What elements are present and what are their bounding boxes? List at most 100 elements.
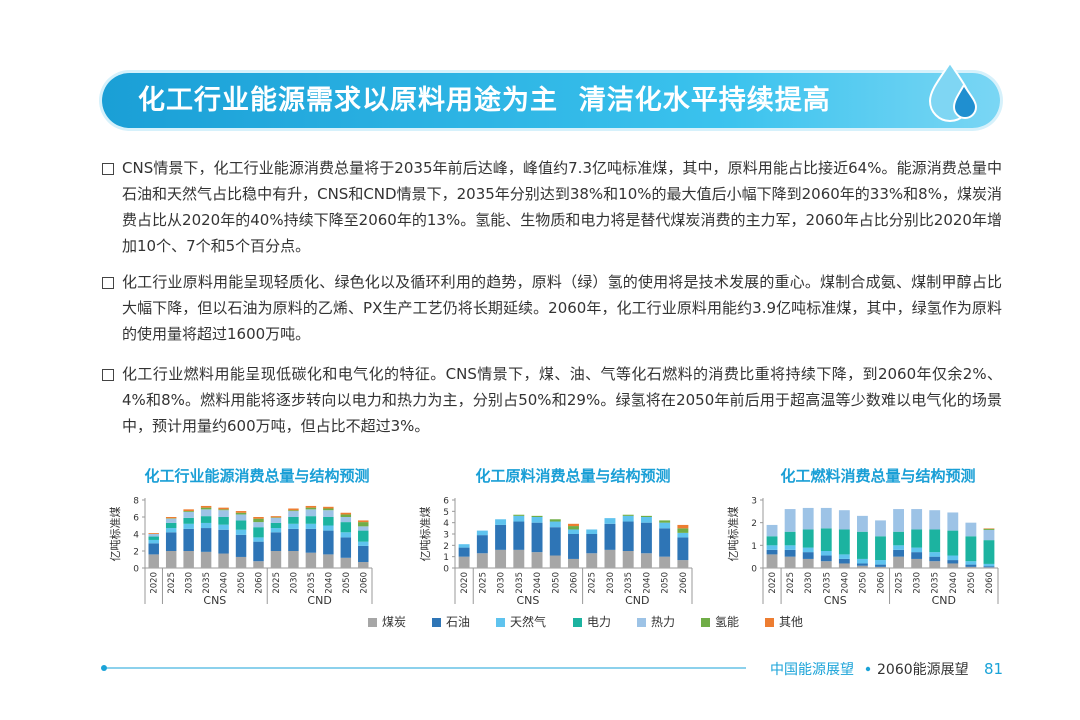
bar-segment	[911, 552, 923, 559]
bar-segment	[200, 509, 212, 517]
bar-segment	[911, 558, 923, 568]
bar-segment	[235, 520, 247, 530]
x-tick-label: 2040	[642, 572, 652, 594]
group-label: CNS	[824, 594, 847, 607]
legend-label: 天然气	[510, 614, 546, 629]
footer-left: 中国能源展望	[770, 662, 854, 678]
bar-segment	[253, 561, 264, 568]
bar-segment	[305, 507, 317, 510]
bar-segment	[513, 515, 525, 522]
x-tick-label: 2030	[913, 572, 923, 594]
page-number: 81	[984, 660, 1003, 678]
x-tick-label: 2050	[661, 572, 671, 594]
bar-segment	[802, 547, 814, 553]
bar-segment	[875, 566, 886, 568]
title-banner: 化工行业能源需求以原料用途为主 清洁化水平持续提高	[102, 61, 1000, 128]
bar-segment	[323, 530, 334, 555]
bar-segment	[766, 545, 778, 550]
bar-segment	[604, 549, 616, 568]
bar-segment	[677, 560, 689, 568]
bar-segment	[148, 543, 159, 555]
bar-segment	[358, 530, 369, 542]
bar-segment	[200, 507, 212, 510]
bar-segment	[253, 537, 264, 542]
bar-segment	[893, 556, 904, 568]
bar-segment	[640, 522, 652, 554]
bar-segment	[288, 510, 299, 512]
legend-label: 氢能	[715, 614, 739, 629]
bar-segment	[358, 522, 369, 527]
group-label: CND	[932, 594, 956, 607]
bar-segment	[253, 518, 264, 523]
bar-segment	[820, 561, 832, 568]
bar-segment	[218, 510, 229, 517]
bar-segment	[838, 554, 850, 559]
chart-title: 化工原料消费总量与结构预测	[475, 467, 670, 485]
bar-segment	[838, 510, 850, 530]
bar-segment	[622, 515, 634, 522]
bar-segment	[323, 525, 334, 531]
bar-segment	[604, 518, 616, 524]
bar-segment	[253, 522, 264, 528]
legend-label: 石油	[446, 615, 470, 629]
bar-segment	[947, 563, 959, 568]
legend-label: 煤炭	[382, 615, 406, 629]
bar-segment	[183, 509, 194, 512]
bar-segment	[323, 508, 334, 511]
legend-label: 热力	[651, 615, 675, 629]
x-tick-label: 2060	[985, 572, 995, 594]
page-title: 化工行业能源需求以原料用途为主 清洁化水平持续提高	[138, 85, 831, 116]
x-tick-label: 2050	[342, 572, 352, 594]
bar-segment	[358, 541, 369, 546]
footer-sep	[865, 666, 871, 672]
bar-segment	[218, 507, 229, 510]
bar-segment	[305, 552, 317, 568]
bar-segment	[947, 560, 959, 564]
x-tick-label: 2025	[786, 572, 796, 594]
bar-segment	[947, 512, 959, 531]
bar-segment	[983, 567, 995, 568]
bar-segment	[218, 517, 229, 525]
bar-segment	[340, 512, 352, 515]
bar-segment	[323, 554, 334, 568]
legend-swatch	[765, 618, 774, 627]
legend-label: 电力	[587, 615, 611, 629]
drop-icon	[928, 61, 978, 122]
x-tick-label: 2040	[533, 572, 543, 594]
bar-segment	[549, 555, 561, 568]
bar-segment	[784, 549, 796, 557]
bar-segment	[659, 520, 671, 523]
x-tick-label: 2020	[150, 572, 160, 594]
x-tick-label: 2060	[359, 572, 369, 594]
bar-segment	[323, 506, 334, 509]
bar-segment	[857, 563, 868, 566]
bar-segment	[893, 509, 904, 532]
bar-segment	[838, 563, 850, 568]
bar-segment	[270, 551, 282, 568]
bar-segment	[549, 519, 561, 522]
bar-segment	[604, 523, 616, 550]
bar-segment	[288, 523, 299, 529]
bar-segment	[531, 515, 543, 517]
bar-segment	[640, 515, 652, 517]
bar-segment	[531, 517, 543, 523]
bar-segment	[549, 527, 561, 556]
bar-segment	[820, 555, 832, 562]
bar-segment	[875, 560, 886, 565]
bar-segment	[235, 529, 247, 535]
y-tick-label: 3	[751, 497, 757, 507]
bar-segment	[947, 555, 959, 561]
bar-segment	[513, 549, 525, 568]
bar-segment	[820, 507, 832, 529]
bullet-text: CNS情景下，化工行业能源消费总量将于2035年前后达峰，峰值约7.3亿吨标准煤…	[122, 159, 1002, 255]
bar-segment	[929, 556, 941, 562]
bar-segment	[358, 526, 369, 531]
bar-segment	[893, 545, 904, 550]
bar-segment	[802, 529, 814, 548]
bar-segment	[875, 564, 886, 567]
bar-segment	[531, 552, 543, 568]
bar-segment	[340, 532, 352, 538]
y-tick-label: 0	[751, 565, 757, 575]
bullet-text: 化工行业原料用能呈现轻质化、绿色化以及循环利用的趋势，原料（绿）氢的使用将是技术…	[122, 273, 1002, 343]
